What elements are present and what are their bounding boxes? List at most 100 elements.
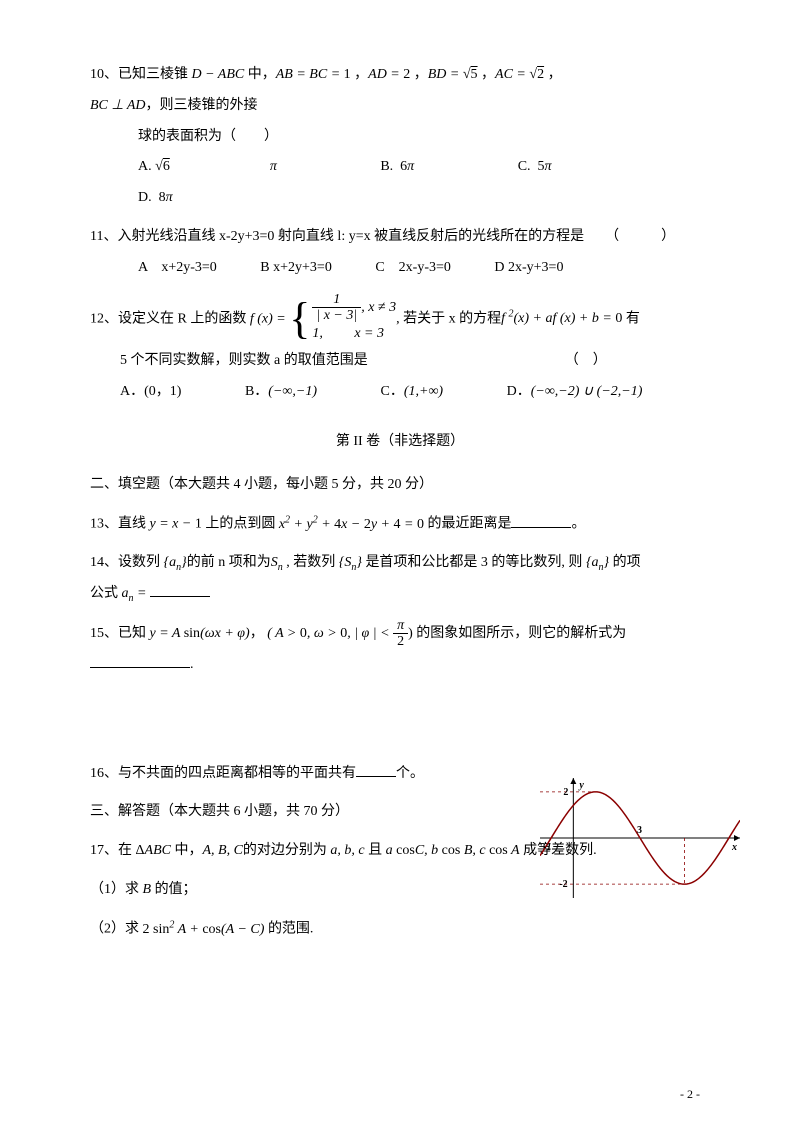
q16-prefix: 16、 (90, 766, 118, 781)
q15-blank (90, 667, 190, 668)
q12-optD: D．(−∞,−2) ∪ (−2,−1) (507, 384, 643, 399)
q12-options: A．(0，1) B．(−∞,−1) C．(1,+∞) D．(−∞,−2) ∪ (… (90, 377, 710, 408)
section-2-title: 第 II 卷（非选择题） (90, 427, 710, 458)
svg-text:2: 2 (563, 787, 568, 798)
q10-cond3: BD = √5 (428, 67, 478, 82)
q15-y: y = A sin(ωx + φ) (150, 626, 250, 641)
q15-frac: π2 (393, 618, 408, 650)
svg-text:y: y (578, 780, 584, 791)
q17-prefix: 17、 (90, 843, 118, 858)
q15-text-a: 已知 (118, 626, 150, 641)
q10-optC: C. 5π (518, 152, 602, 183)
q14-text-b: 的前 n 项和为 (187, 555, 271, 570)
fill-title: 二、填空题（本大题共 4 小题，每小题 5 分，共 20 分） (90, 470, 710, 501)
q15-text-c: 的图象如图所示，则它的解析式为 (413, 626, 627, 641)
question-10: 10、已知三棱锥 D − ABC 中，AB = BC = 1 ，AD = 2 ，… (90, 60, 710, 214)
q10-optB: B. 6π (380, 152, 464, 183)
q14-prefix: 14、 (90, 555, 118, 570)
q13-text-a: 直线 (118, 517, 150, 532)
q10-cond2: AD = 2 (368, 67, 410, 82)
q17-p1b: 的值； (151, 882, 197, 897)
q17-abc: ABC (145, 843, 171, 858)
svg-text:x: x (731, 842, 737, 853)
q12-top-cond: , x ≠ 3 (361, 300, 396, 315)
q12-eq: f 2(x) + af (x) + b = 0 (501, 311, 622, 326)
q10-cond5: BC ⊥ AD (90, 98, 146, 113)
q12-text-a: 设定义在 R 上的函数 (118, 311, 250, 326)
q15-chart: yx2-2-13 (540, 778, 740, 903)
q13-text-c: 的最近距离是 (424, 517, 512, 532)
q13-line: y = x − 1 (150, 517, 202, 532)
q14-text-d: 是首项和公比都是 3 的等比数列, 则 (362, 555, 586, 570)
q17-text-c: 的对边分别为 (243, 843, 331, 858)
q10-suffix-line: 球的表面积为（ ） (90, 122, 710, 153)
q10-prefix: 10、 (90, 67, 118, 82)
q14-text-e: 的项 (609, 555, 641, 570)
q17-text-b: 中， (171, 843, 203, 858)
q14-text-f: 公式 (90, 586, 122, 601)
q11-optB: B x+2y+3=0 (260, 253, 332, 284)
q15-text-b: ， (250, 626, 268, 641)
svg-text:3: 3 (637, 825, 642, 836)
q11-options: A x+2y-3=0 B x+2y+3=0 C 2x-y-3=0 D 2x-y+… (90, 253, 710, 284)
q14-sn: Sn (271, 555, 283, 570)
q11-optA: A x+2y-3=0 (138, 253, 217, 284)
q13-text-d: 。 (571, 517, 585, 532)
q12-fx: f (x) = (250, 311, 289, 326)
q14-aneq: an = (122, 586, 150, 601)
q16-text-b: 个。 (396, 766, 424, 781)
q12-prefix: 12、 (90, 311, 118, 326)
q12-frac: 1| x − 3| (312, 292, 361, 324)
q11-optD: D 2x-y+3=0 (494, 253, 563, 284)
q14-an: {an} (164, 555, 187, 570)
q14-sn2: {Sn} (339, 555, 362, 570)
q17-abc3: a, b, c (330, 843, 364, 858)
q11-prefix: 11、 (90, 229, 117, 244)
question-12: 12、设定义在 R 上的函数 f (x) = { 1| x − 3|, x ≠ … (90, 292, 710, 408)
q10-cond4: AC = √2 (495, 67, 544, 82)
q13-text-b: 上的点到圆 (202, 517, 279, 532)
q17-seq: a cosC, b cos B, c cos A (386, 843, 520, 858)
q17-p2: （2）求 (90, 922, 143, 937)
q17-p1: （1）求 (90, 882, 143, 897)
q17-text-a: 在 Δ (118, 843, 145, 858)
q13-prefix: 13、 (90, 517, 118, 532)
q17-expr: 2 sin2 A + cos(A − C) (143, 922, 265, 937)
q13-blank (511, 527, 571, 528)
q16-text-a: 与不共面的四点距离都相等的平面共有 (118, 766, 356, 781)
q11-text: 入射光线沿直线 x-2y+3=0 射向直线 l: y=x 被直线反射后的光线所在… (117, 229, 675, 244)
q16-blank (356, 776, 396, 777)
q12-text-c: 有 (622, 311, 640, 326)
q12-paren: （ ） (565, 353, 607, 368)
question-15: 15、已知 y = A sin(ωx + φ)， ( A > 0, ω > 0,… (90, 618, 710, 681)
question-13: 13、直线 y = x − 1 上的点到圆 x2 + y2 + 4x − 2y … (90, 509, 710, 540)
question-14: 14、设数列 {an}的前 n 项和为Sn , 若数列 {Sn} 是首项和公比都… (90, 548, 710, 610)
q14-text-c: , 若数列 (283, 555, 339, 570)
q15-cond: ( A > 0, ω > 0, | φ | < (267, 626, 389, 641)
q12-bot: 1, x = 3 (312, 326, 384, 341)
q14-blank (150, 596, 210, 597)
q17-abc2: A, B, C (202, 843, 242, 858)
q14-text-a: 设数列 (118, 555, 164, 570)
q10-text-d: 球的表面积为（ ） (138, 122, 278, 153)
page-number: - 2 - (680, 1087, 700, 1102)
q10-cond1: AB = BC = 1 (276, 67, 351, 82)
q10-text-a: 已知三棱锥 (118, 67, 192, 82)
q14-an2: {an} (586, 555, 609, 570)
q17-text-d: 且 (365, 843, 386, 858)
q17-B: B (143, 882, 152, 897)
q10-dabc: D − ABC (192, 67, 245, 82)
q10-text-c: ，则三棱锥的外接 (146, 98, 258, 113)
q12-optB: B．(−∞,−1) (245, 384, 317, 399)
q10-optD: D. 8π (138, 183, 223, 214)
question-11: 11、入射光线沿直线 x-2y+3=0 射向直线 l: y=x 被直线反射后的光… (90, 222, 710, 284)
q10-text-b: 中， (244, 67, 276, 82)
svg-text:-1: -1 (543, 842, 551, 853)
q10-optA: A. √6π (138, 152, 327, 183)
q11-optC: C 2x-y-3=0 (375, 253, 451, 284)
q12-piecewise: { 1| x − 3|, x ≠ 3 1, x = 3 (289, 292, 396, 346)
q17-p2b: 的范围. (264, 922, 313, 937)
q17-part2: （2）求 2 sin2 A + cos(A − C) 的范围. (90, 914, 710, 945)
q12-optA: A．(0，1) (120, 384, 181, 399)
q15-prefix: 15、 (90, 626, 118, 641)
